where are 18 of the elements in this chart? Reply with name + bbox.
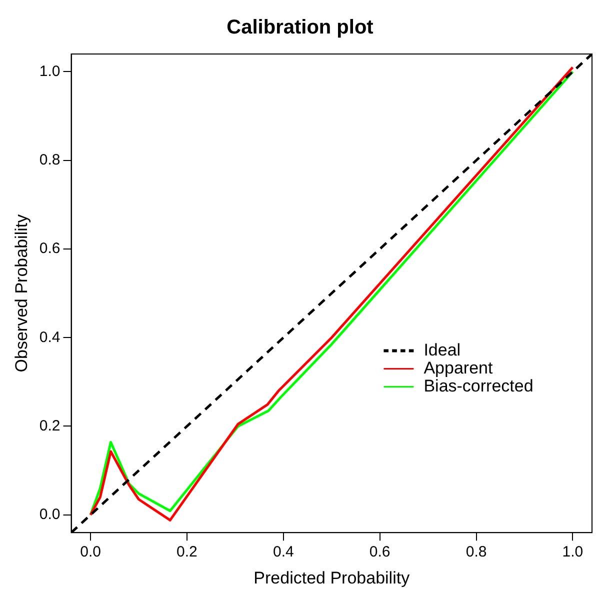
y-axis-title: Observed Probability xyxy=(12,214,31,372)
y-tick-label: 0.6 xyxy=(39,240,60,258)
x-tick-label: 0.6 xyxy=(369,544,390,561)
y-tick-label: 0.0 xyxy=(39,506,60,524)
legend-label: Bias-corrected xyxy=(424,376,534,396)
chart-title: Calibration plot xyxy=(226,16,374,39)
y-tick-label: 0.2 xyxy=(39,417,60,434)
legend-label: Apparent xyxy=(424,358,493,378)
legend-label: Ideal xyxy=(424,340,461,360)
x-tick-label: 1.0 xyxy=(562,544,584,561)
x-axis-title: Predicted Probability xyxy=(254,568,410,588)
y-tick-label: 0.8 xyxy=(39,151,60,168)
x-tick-label: 0.2 xyxy=(176,544,198,561)
x-tick-label: 0.4 xyxy=(272,544,294,561)
y-tick-label: 1.0 xyxy=(39,62,60,80)
x-tick-label: 0.0 xyxy=(80,544,101,561)
y-tick-label: 0.4 xyxy=(39,328,60,346)
x-tick-label: 0.8 xyxy=(466,544,487,561)
